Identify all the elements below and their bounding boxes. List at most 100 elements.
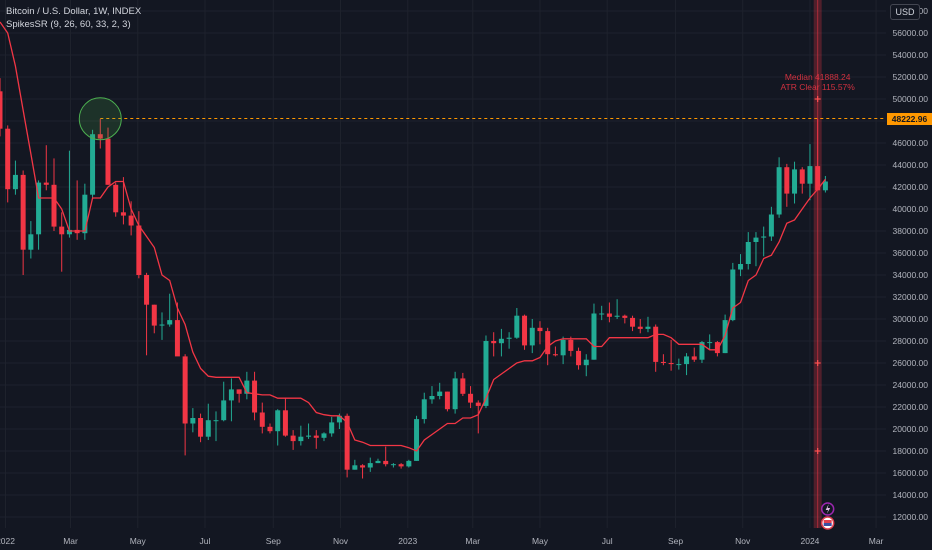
candle-up [745,232,751,270]
candle-body [815,166,821,191]
candle-down [491,332,497,357]
y-tick-label: 24000.00 [893,380,929,390]
candle-body [321,433,327,438]
candle-up [90,129,96,200]
lightning-icon [825,504,831,514]
candle-body [653,326,659,362]
x-tick-label: May [532,536,549,546]
flag-event-icon[interactable] [820,516,835,530]
candle-body [336,415,342,423]
median-label: Median 41888.24 [784,71,851,82]
candle-down [398,463,404,469]
candle-down [43,145,49,191]
indicator-trail-line [0,21,826,452]
event-column [813,0,822,528]
candle-body [768,214,774,237]
candle-up [730,262,736,322]
candle-up [768,206,774,241]
candle-body [429,396,435,400]
y-tick-label: 28000.00 [893,336,929,346]
candle-body [244,380,250,394]
candle-body [437,391,443,396]
candle-body [622,315,628,318]
x-tick-label: 2024 [801,536,820,546]
candle-up [375,458,381,464]
candle-up [707,334,713,350]
candle-body [66,229,72,235]
candle-body [151,304,157,326]
candle-body [360,465,366,468]
candle-body [730,269,736,321]
y-tick-label: 42000.00 [893,182,929,192]
candle-body [20,174,26,250]
candle-body [236,389,242,394]
candle-body [182,356,188,424]
candle-up [429,386,435,404]
y-tick-label: 20000.00 [893,424,929,434]
x-tick-label: Jul [602,536,613,546]
indicator-title[interactable]: SpikesSR (9, 26, 60, 33, 2, 3) [6,19,131,30]
candle-up [66,150,72,238]
time-axis[interactable]: 2022 Mar May Jul Sep Nov 2023 Mar May Jul Sep Nov 20… [0,536,884,546]
candle-down [128,201,134,236]
candle-body [483,341,489,406]
candle-body [514,315,520,338]
candle-body [529,327,535,346]
candle-up [761,226,767,257]
candle-body [136,225,142,275]
candle-down [182,354,188,456]
candle-down [637,319,643,334]
y-tick-label: 54000.00 [893,50,929,60]
candle-down [344,413,350,478]
candle-body [306,435,312,437]
lightning-event-icon[interactable] [820,502,835,516]
x-tick-label: Mar [869,536,884,546]
median-annotation: Median 41888.24 ATR Clear 115.57% [778,72,858,92]
price-axis[interactable]: 12000.00 14000.00 16000.00 18000.00 20000.00… [893,6,929,522]
candle-body [290,435,296,442]
candle-down [360,464,366,479]
candle-body [398,464,404,467]
candle-body [5,128,11,190]
candle-down [799,167,805,194]
flag-stripe-top [823,520,832,523]
candlestick-series [0,78,828,479]
candle-body [190,418,196,424]
chart-legend: Bitcoin / U.S. Dollar, 1W, INDEX SpikesS… [6,5,141,31]
currency-button[interactable]: USD [890,4,920,20]
candle-up [792,161,798,204]
candle-body [313,435,319,438]
candle-down [313,430,319,449]
candle-up [205,403,211,440]
candle-up [614,299,620,319]
x-tick-label: Nov [735,536,751,546]
candle-up [28,221,34,259]
candle-body [807,166,813,184]
candle-down [151,304,157,334]
candle-up [776,157,782,218]
candle-down [576,347,582,370]
candle-up [367,457,373,472]
candle-down [784,163,790,207]
candle-up [645,316,651,333]
candle-up [244,371,250,400]
candle-body [259,412,265,427]
event-markers [814,96,821,454]
event-icons[interactable] [820,502,835,530]
candle-body [82,194,88,234]
candle-body [144,275,150,305]
candle-down [51,158,57,231]
candle-down [606,302,612,323]
candle-body [506,337,512,339]
y-tick-label: 44000.00 [893,160,929,170]
candle-body [120,212,126,216]
candle-up [321,432,327,442]
y-tick-label: 18000.00 [893,446,929,456]
symbol-title[interactable]: Bitcoin / U.S. Dollar, 1W, INDEX [6,6,142,17]
candle-body [606,313,612,317]
candle-down [236,389,242,403]
candle-up [298,425,304,446]
candle-up [591,303,597,360]
candle-up [406,459,412,468]
